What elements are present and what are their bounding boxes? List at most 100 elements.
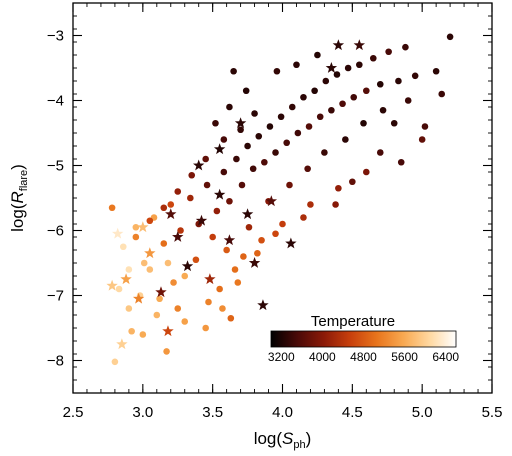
circle-point bbox=[261, 158, 268, 166]
y-tick-label: −6 bbox=[47, 223, 64, 240]
x-axis-label: log(Sph) bbox=[254, 429, 312, 451]
circle-point bbox=[216, 285, 223, 293]
y-tick-label: −7 bbox=[47, 288, 64, 305]
circle-point bbox=[332, 201, 339, 208]
circle-point bbox=[192, 256, 200, 264]
colorbar-tick-label: 4800 bbox=[350, 350, 377, 364]
star-point bbox=[181, 260, 194, 272]
circle-point bbox=[314, 51, 321, 59]
circle-point bbox=[342, 136, 349, 143]
star-point bbox=[120, 273, 132, 285]
star-point bbox=[285, 237, 297, 249]
circle-point bbox=[227, 314, 235, 322]
circle-point bbox=[272, 230, 279, 238]
circle-point bbox=[209, 233, 216, 241]
circle-point bbox=[349, 178, 356, 186]
circle-point bbox=[363, 87, 370, 95]
x-tick-label: 3.5 bbox=[202, 404, 223, 421]
circle-point bbox=[321, 149, 328, 156]
circle-point bbox=[328, 106, 335, 114]
circle-point bbox=[160, 204, 168, 212]
circle-point bbox=[181, 272, 189, 280]
circle-point bbox=[125, 266, 133, 273]
circle-point bbox=[293, 61, 300, 69]
y-tick-label: −3 bbox=[47, 28, 64, 45]
circle-point bbox=[251, 110, 258, 117]
x-tick-label: 2.5 bbox=[63, 404, 84, 421]
circle-point bbox=[233, 155, 240, 163]
circle-point bbox=[167, 201, 175, 208]
circle-point bbox=[128, 327, 135, 335]
circle-point bbox=[418, 136, 426, 143]
circle-point bbox=[335, 184, 342, 192]
circle-point bbox=[181, 318, 189, 325]
circle-point bbox=[205, 298, 212, 306]
circle-point bbox=[174, 305, 182, 312]
x-tick-label: 4.5 bbox=[342, 404, 363, 421]
circle-point bbox=[300, 93, 307, 101]
circle-point bbox=[212, 119, 219, 127]
circle-point bbox=[226, 103, 233, 111]
circle-point bbox=[350, 93, 358, 101]
colorbar: Temperature 3200 4000 4800 5600 6400 bbox=[268, 313, 459, 364]
colorbar-gradient bbox=[270, 330, 457, 348]
star-point bbox=[165, 208, 177, 220]
circle-point bbox=[202, 324, 209, 332]
circle-point bbox=[226, 197, 233, 205]
x-tick-label: 5.5 bbox=[482, 404, 503, 421]
circle-point bbox=[160, 240, 168, 247]
circle-point bbox=[202, 155, 209, 163]
circle-point bbox=[376, 80, 384, 88]
circle-point bbox=[146, 217, 154, 225]
circle-point bbox=[146, 266, 154, 273]
circle-point bbox=[125, 305, 133, 312]
circle-point bbox=[404, 97, 412, 104]
circle-point bbox=[402, 43, 409, 51]
circle-point bbox=[376, 149, 384, 156]
y-tick-label: −4 bbox=[47, 93, 64, 110]
circle-point bbox=[245, 223, 253, 231]
circle-point bbox=[254, 249, 261, 257]
star-point bbox=[137, 221, 149, 233]
x-tick-label: 5.0 bbox=[412, 404, 433, 421]
star-point bbox=[223, 234, 236, 246]
circle-point bbox=[421, 123, 429, 130]
circle-point bbox=[213, 207, 221, 215]
circle-point bbox=[139, 331, 147, 338]
circle-point bbox=[339, 100, 346, 108]
circle-point bbox=[288, 103, 296, 111]
circle-point bbox=[237, 126, 244, 134]
star-point bbox=[172, 231, 184, 242]
star-point bbox=[248, 257, 261, 268]
circle-point bbox=[432, 67, 440, 75]
y-tick-label: −8 bbox=[47, 353, 64, 370]
circle-point bbox=[249, 165, 257, 173]
y-tick-label: −5 bbox=[47, 158, 64, 175]
star-point bbox=[106, 279, 118, 291]
circle-point bbox=[242, 87, 250, 95]
colorbar-ticks: 3200 4000 4800 5600 6400 bbox=[268, 350, 459, 364]
colorbar-tick-label: 4000 bbox=[309, 350, 336, 364]
circle-point bbox=[164, 259, 172, 267]
circle-point bbox=[283, 139, 290, 147]
circle-point bbox=[240, 253, 247, 260]
circle-point bbox=[369, 54, 377, 62]
circle-point bbox=[411, 72, 419, 80]
colorbar-tick-label: 5600 bbox=[391, 350, 418, 364]
circle-point bbox=[115, 285, 123, 293]
circle-point bbox=[244, 142, 251, 150]
circle-point bbox=[333, 71, 341, 78]
circle-point bbox=[286, 181, 293, 189]
circle-point bbox=[153, 311, 161, 319]
star-point bbox=[204, 273, 216, 285]
circle-point bbox=[188, 171, 196, 179]
colorbar-title: Temperature bbox=[311, 313, 395, 330]
circle-point bbox=[279, 220, 286, 228]
circle-point bbox=[438, 90, 446, 98]
star-point bbox=[195, 214, 208, 226]
circle-point bbox=[277, 113, 285, 121]
circle-point bbox=[223, 246, 230, 254]
y-axis-ticks: −8 −7 −6 −5 −4 −3 bbox=[47, 2, 492, 394]
